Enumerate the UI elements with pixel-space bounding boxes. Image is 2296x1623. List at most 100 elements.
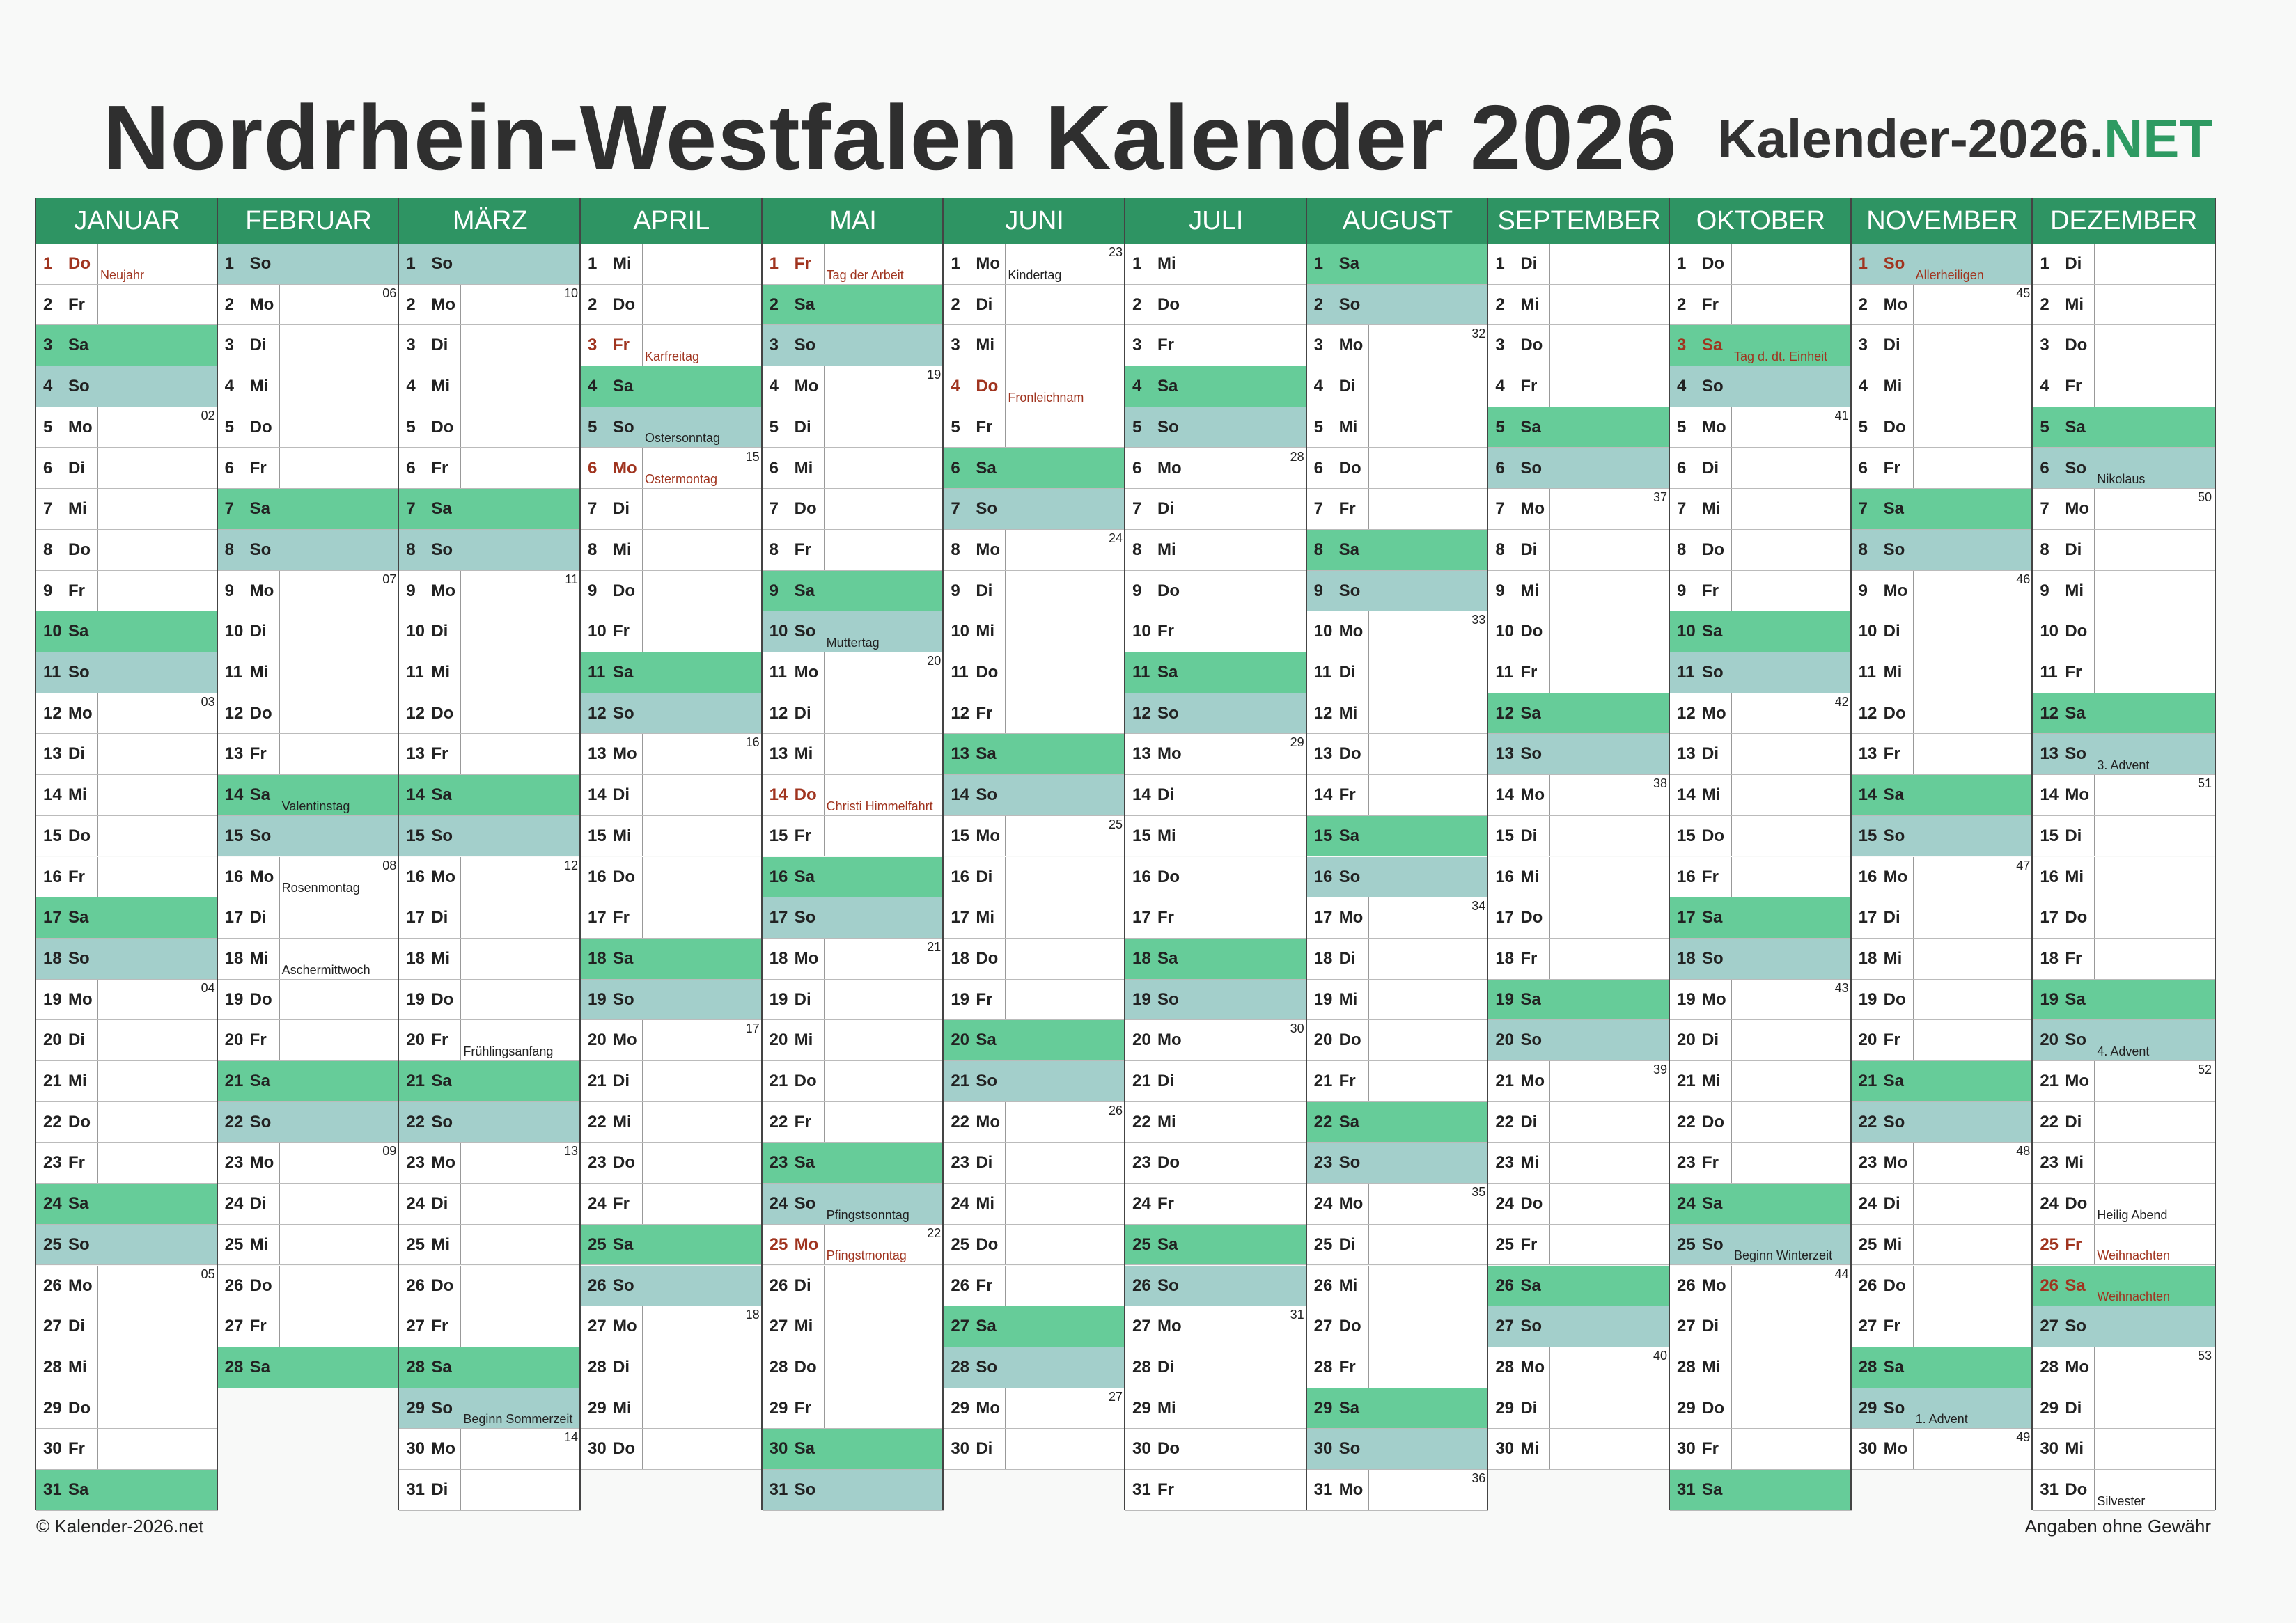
- day-cell[interactable]: 17 Di: [217, 897, 400, 939]
- day-cell[interactable]: 20 Mi: [762, 1020, 944, 1061]
- day-cell[interactable]: 6 Fr: [1851, 448, 2033, 489]
- day-cell[interactable]: 23 Fr: [1670, 1143, 1852, 1184]
- day-cell[interactable]: 29 Do: [1670, 1388, 1852, 1429]
- day-cell[interactable]: 17 Sa: [36, 897, 218, 939]
- day-cell[interactable]: 26 Mi: [1306, 1265, 1489, 1307]
- day-cell[interactable]: 27 Mo 18: [581, 1306, 763, 1347]
- day-cell[interactable]: 13 Mo 16: [581, 734, 763, 776]
- day-cell[interactable]: 4 Fr: [1488, 366, 1670, 407]
- day-cell[interactable]: 20 So: [1488, 1020, 1670, 1061]
- day-cell[interactable]: 2 Sa: [762, 284, 944, 326]
- day-cell[interactable]: 8 Sa: [1306, 529, 1489, 571]
- day-cell[interactable]: 6 Mo 28: [1125, 448, 1307, 489]
- day-cell[interactable]: 14 So: [944, 775, 1125, 816]
- day-cell[interactable]: 21 Di: [581, 1061, 763, 1102]
- day-cell[interactable]: 1 Mi: [581, 244, 763, 285]
- day-cell[interactable]: 18 Mi: [1851, 938, 2033, 980]
- day-cell[interactable]: 24 Di: [1851, 1184, 2033, 1225]
- day-cell[interactable]: 15 So: [399, 815, 581, 857]
- brand-logo[interactable]: Kalender-2026.NET: [1717, 107, 2212, 170]
- day-cell[interactable]: 29 Sa: [1306, 1388, 1489, 1429]
- day-cell[interactable]: 19 Do: [1851, 979, 2033, 1021]
- day-cell[interactable]: 9 Mo 46: [1851, 570, 2033, 612]
- day-cell[interactable]: 26 So: [581, 1265, 763, 1307]
- day-cell[interactable]: 14 Mi: [36, 775, 218, 816]
- day-cell[interactable]: 30 Fr: [1670, 1429, 1852, 1470]
- day-cell[interactable]: 8 Di: [2033, 529, 2215, 571]
- day-cell[interactable]: 31 Do Silvester: [2033, 1470, 2215, 1511]
- day-cell[interactable]: 25 Di: [1306, 1224, 1489, 1266]
- day-cell[interactable]: 24 Sa: [1670, 1184, 1852, 1225]
- day-cell[interactable]: 25 Mi: [217, 1224, 400, 1266]
- day-cell[interactable]: 10 Mo 33: [1306, 611, 1489, 652]
- day-cell[interactable]: 3 Sa Tag d. dt. Einheit: [1670, 325, 1852, 367]
- day-cell[interactable]: 10 Do: [1488, 611, 1670, 652]
- day-cell[interactable]: 6 Mo 15 Ostermontag: [581, 448, 763, 489]
- day-cell[interactable]: 29 So Beginn Sommerzeit: [399, 1388, 581, 1429]
- day-cell[interactable]: 18 So: [36, 938, 218, 980]
- day-cell[interactable]: 8 So: [217, 529, 400, 571]
- day-cell[interactable]: 15 Sa: [1306, 815, 1489, 857]
- day-cell[interactable]: 5 Fr: [944, 407, 1125, 448]
- day-cell[interactable]: 2 Mi: [2033, 284, 2215, 326]
- day-cell[interactable]: 14 Di: [581, 775, 763, 816]
- day-cell[interactable]: 9 Di: [944, 570, 1125, 612]
- day-cell[interactable]: 30 So: [1306, 1429, 1489, 1470]
- day-cell[interactable]: 7 Sa: [399, 489, 581, 530]
- day-cell[interactable]: 31 Sa: [36, 1470, 218, 1511]
- day-cell[interactable]: 10 Mi: [944, 611, 1125, 652]
- day-cell[interactable]: 19 Mi: [1306, 979, 1489, 1021]
- day-cell[interactable]: 26 Do: [399, 1265, 581, 1307]
- day-cell[interactable]: 6 So: [1488, 448, 1670, 489]
- day-cell[interactable]: 1 Di: [1488, 244, 1670, 285]
- day-cell[interactable]: 31 Di: [399, 1470, 581, 1511]
- day-cell[interactable]: 21 Mi: [1670, 1061, 1852, 1102]
- day-cell[interactable]: 25 Sa: [1125, 1224, 1307, 1266]
- day-cell[interactable]: 28 Do: [762, 1347, 944, 1388]
- day-cell[interactable]: 28 So: [944, 1347, 1125, 1388]
- day-cell[interactable]: 27 Sa: [944, 1306, 1125, 1347]
- day-cell[interactable]: 23 Do: [1125, 1143, 1307, 1184]
- day-cell[interactable]: 19 Do: [399, 979, 581, 1021]
- day-cell[interactable]: 8 So: [1851, 529, 2033, 571]
- day-cell[interactable]: 1 Mi: [1125, 244, 1307, 285]
- day-cell[interactable]: 16 Mi: [2033, 856, 2215, 898]
- day-cell[interactable]: 3 Do: [1488, 325, 1670, 367]
- day-cell[interactable]: 2 Do: [581, 284, 763, 326]
- day-cell[interactable]: 9 Fr: [1670, 570, 1852, 612]
- day-cell[interactable]: 4 Fr: [2033, 366, 2215, 407]
- day-cell[interactable]: 6 Do: [1306, 448, 1489, 489]
- day-cell[interactable]: 3 Di: [399, 325, 581, 367]
- day-cell[interactable]: 10 Fr: [581, 611, 763, 652]
- day-cell[interactable]: 19 Sa: [1488, 979, 1670, 1021]
- day-cell[interactable]: 12 Di: [762, 693, 944, 735]
- day-cell[interactable]: 15 So: [217, 815, 400, 857]
- day-cell[interactable]: 5 Mo 02: [36, 407, 218, 448]
- day-cell[interactable]: 4 Sa: [1125, 366, 1307, 407]
- day-cell[interactable]: 27 So: [2033, 1306, 2215, 1347]
- day-cell[interactable]: 1 So: [217, 244, 400, 285]
- day-cell[interactable]: 22 So: [399, 1101, 581, 1143]
- day-cell[interactable]: 23 Mo 09: [217, 1143, 400, 1184]
- day-cell[interactable]: 27 Fr: [1851, 1306, 2033, 1347]
- day-cell[interactable]: 26 Di: [762, 1265, 944, 1307]
- day-cell[interactable]: 25 Mi: [399, 1224, 581, 1266]
- day-cell[interactable]: 12 Do: [399, 693, 581, 735]
- day-cell[interactable]: 27 Do: [1306, 1306, 1489, 1347]
- day-cell[interactable]: 20 Mo 30: [1125, 1020, 1307, 1061]
- day-cell[interactable]: 22 Di: [2033, 1101, 2215, 1143]
- day-cell[interactable]: 24 Mi: [944, 1184, 1125, 1225]
- day-cell[interactable]: 3 Mo 32: [1306, 325, 1489, 367]
- day-cell[interactable]: 27 Mo 31: [1125, 1306, 1307, 1347]
- day-cell[interactable]: 25 Do: [944, 1224, 1125, 1266]
- day-cell[interactable]: 4 Mi: [1851, 366, 2033, 407]
- day-cell[interactable]: 18 Di: [1306, 938, 1489, 980]
- day-cell[interactable]: 6 Fr: [399, 448, 581, 489]
- day-cell[interactable]: 12 Fr: [944, 693, 1125, 735]
- day-cell[interactable]: 25 Mi: [1851, 1224, 2033, 1266]
- day-cell[interactable]: 5 Do: [1851, 407, 2033, 448]
- day-cell[interactable]: 30 Sa: [762, 1429, 944, 1470]
- day-cell[interactable]: 18 Sa: [581, 938, 763, 980]
- day-cell[interactable]: 1 So: [399, 244, 581, 285]
- day-cell[interactable]: 8 Mi: [1125, 529, 1307, 571]
